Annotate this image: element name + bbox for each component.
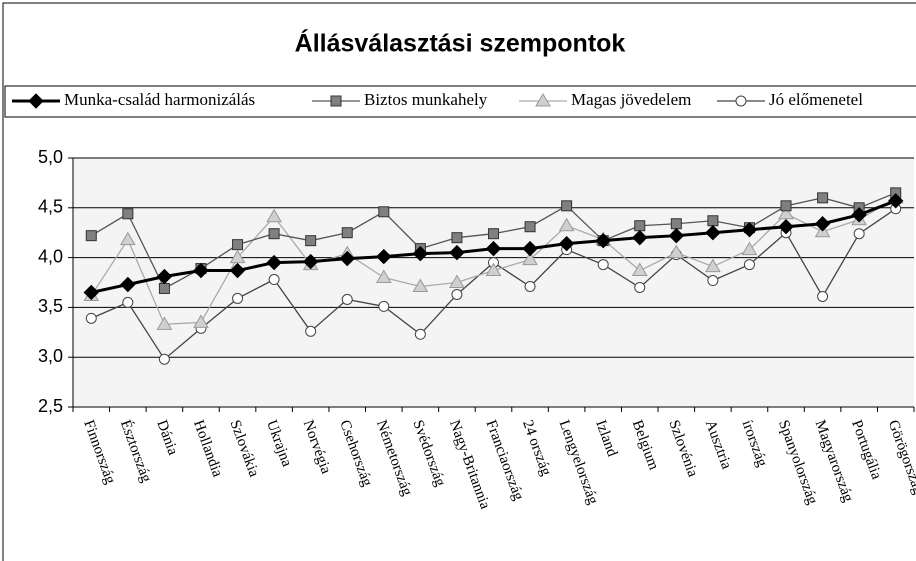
data-point — [524, 280, 536, 292]
data-point — [83, 284, 99, 301]
data-point — [268, 274, 280, 286]
data-point — [341, 293, 353, 305]
data-point — [268, 228, 280, 240]
data-point — [375, 269, 392, 284]
data-point — [853, 228, 865, 240]
legend-marker — [735, 95, 747, 107]
data-point — [631, 262, 648, 277]
y-tick-label: 4,5 — [38, 197, 63, 217]
legend-marker — [330, 95, 342, 107]
data-point — [561, 200, 573, 212]
data-point — [414, 328, 426, 340]
legend-label: Magas jövedelem — [571, 90, 691, 109]
data-point — [156, 268, 173, 285]
data-point — [341, 227, 353, 239]
data-point — [780, 200, 792, 212]
data-point — [707, 275, 719, 287]
legend-marker — [28, 93, 44, 109]
data-point — [412, 245, 429, 262]
y-tick-label: 3,0 — [38, 346, 63, 366]
data-point — [741, 222, 758, 238]
data-point — [741, 241, 758, 256]
data-point — [634, 220, 646, 232]
data-point — [339, 250, 355, 267]
data-point — [634, 281, 646, 293]
data-point — [376, 248, 392, 265]
data-point — [451, 288, 463, 300]
data-point — [449, 274, 465, 288]
data-point — [193, 262, 209, 279]
data-point — [851, 207, 867, 223]
data-point — [305, 325, 317, 337]
data-point — [668, 244, 685, 259]
data-point — [743, 259, 755, 271]
data-point — [705, 224, 721, 241]
data-point — [814, 216, 831, 232]
data-point — [232, 239, 244, 251]
y-tick-label: 5,0 — [38, 147, 63, 167]
data-point — [817, 290, 829, 302]
data-point — [522, 240, 538, 257]
data-point — [119, 231, 136, 246]
data-point — [85, 230, 97, 242]
data-point — [158, 353, 170, 365]
data-point — [122, 296, 134, 308]
data-point — [707, 215, 719, 227]
data-point — [266, 208, 282, 223]
legend-label: Jó előmenetel — [769, 90, 863, 109]
legend-marker — [535, 93, 551, 107]
legend-label: Munka-család harmonizálás — [64, 90, 255, 109]
y-tick-label: 4,0 — [38, 246, 63, 266]
data-point — [485, 240, 502, 257]
chart-title: Állásválasztási szempontok — [295, 29, 626, 58]
data-point — [449, 244, 465, 261]
data-point — [817, 192, 829, 204]
data-point — [705, 258, 721, 273]
data-point — [193, 314, 209, 328]
data-point — [229, 249, 246, 264]
data-point — [232, 292, 244, 304]
data-point — [888, 193, 904, 209]
y-tick-label: 2,5 — [38, 396, 63, 416]
data-point — [305, 235, 317, 247]
data-point — [670, 218, 682, 230]
data-point — [558, 217, 575, 232]
data-point — [122, 208, 134, 220]
plot-area — [73, 158, 914, 407]
data-point — [378, 206, 390, 218]
data-point — [451, 232, 463, 244]
data-point — [524, 221, 536, 233]
data-point — [85, 312, 97, 324]
data-point — [158, 282, 170, 294]
data-point — [485, 262, 502, 277]
data-point — [558, 235, 575, 252]
data-point — [595, 232, 611, 249]
y-tick-label: 3,5 — [38, 296, 63, 316]
data-point — [488, 228, 499, 240]
data-point — [522, 251, 538, 266]
data-point — [266, 254, 282, 271]
data-point — [412, 278, 429, 292]
data-point — [778, 205, 794, 220]
legend-label: Biztos munkahely — [364, 90, 488, 109]
data-point — [632, 229, 648, 246]
data-point — [229, 262, 246, 279]
data-point — [120, 276, 136, 293]
data-point — [597, 259, 609, 271]
data-point — [156, 316, 173, 330]
data-point — [302, 253, 319, 270]
data-point — [378, 300, 390, 312]
data-point — [778, 219, 794, 235]
data-point — [668, 227, 685, 244]
